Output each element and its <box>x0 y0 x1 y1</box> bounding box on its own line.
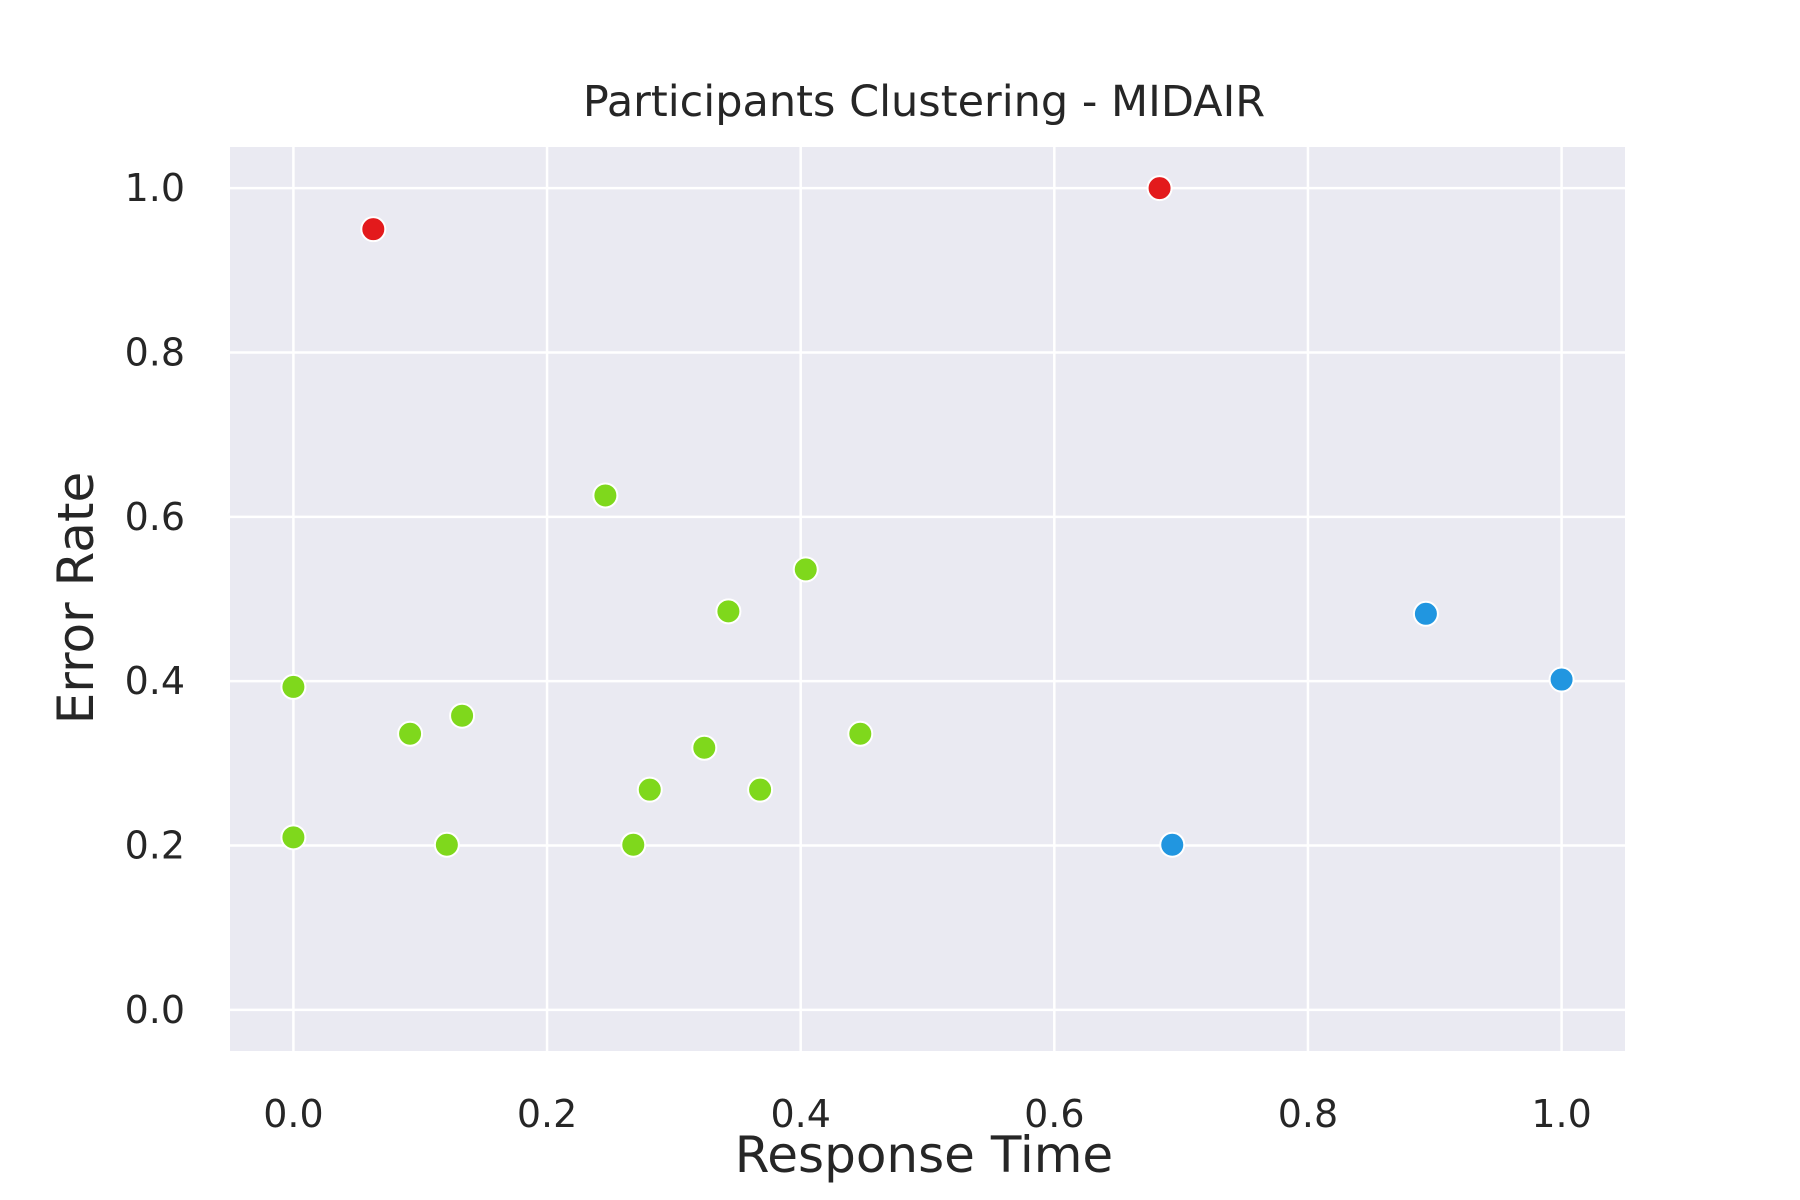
data-point <box>1159 831 1186 858</box>
data-point <box>397 720 424 747</box>
y-tick-label: 0.6 <box>125 495 185 539</box>
x-tick-label: 0.6 <box>1024 1092 1084 1136</box>
data-point <box>847 720 874 747</box>
data-point <box>449 702 476 729</box>
x-tick-labels: 0.0 0.2 0.4 0.6 0.8 1.0 <box>263 1092 1592 1136</box>
data-point <box>1146 175 1173 202</box>
data-point <box>691 734 718 761</box>
y-tick-labels: 0.0 0.2 0.4 0.6 0.8 1.0 <box>125 166 185 1032</box>
y-tick-label: 0.4 <box>125 659 185 703</box>
x-tick-label: 0.2 <box>517 1092 577 1136</box>
y-tick-label: 0.2 <box>125 824 185 868</box>
data-point <box>1548 666 1575 693</box>
grid-lines <box>230 147 1625 1051</box>
data-point <box>747 776 774 803</box>
data-point <box>1412 600 1439 627</box>
data-point <box>792 556 819 583</box>
data-point <box>620 831 647 858</box>
y-tick-label: 1.0 <box>125 166 185 210</box>
data-point <box>433 831 460 858</box>
data-point <box>592 482 619 509</box>
data-point <box>360 216 387 243</box>
x-axis-label: Response Time <box>735 1126 1113 1184</box>
plot-area <box>230 147 1625 1051</box>
data-points <box>280 175 1575 858</box>
y-axis-label: Error Rate <box>47 472 105 724</box>
y-tick-label: 0.0 <box>125 988 185 1032</box>
data-point <box>636 776 663 803</box>
x-tick-label: 0.4 <box>770 1092 830 1136</box>
data-point <box>715 598 742 625</box>
chart-title: Participants Clustering - MIDAIR <box>583 77 1265 127</box>
y-tick-label: 0.8 <box>125 330 185 374</box>
data-point <box>280 673 307 700</box>
x-tick-label: 0.0 <box>263 1092 323 1136</box>
x-tick-label: 1.0 <box>1531 1092 1591 1136</box>
data-point <box>280 824 307 851</box>
x-tick-label: 0.8 <box>1278 1092 1338 1136</box>
